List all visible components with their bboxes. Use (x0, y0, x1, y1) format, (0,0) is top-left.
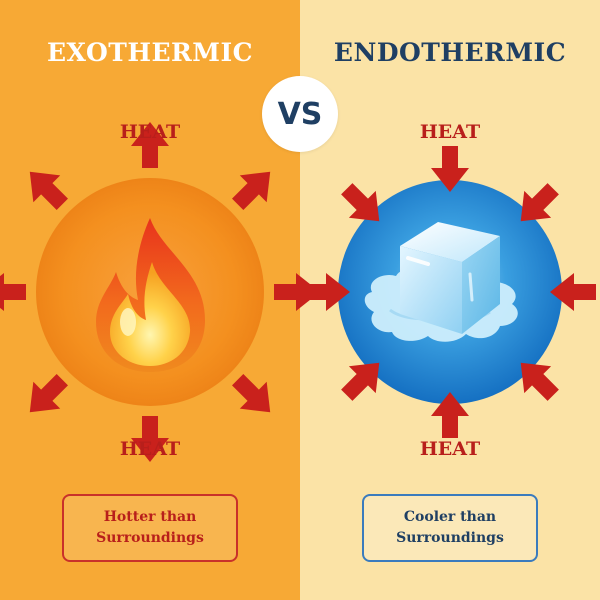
exothermic-note-text: Hotter than Surroundings (96, 509, 204, 546)
vs-badge: VS (262, 76, 338, 152)
exothermic-heat-label-bottom: HEAT (119, 438, 181, 460)
heat-arrow-in (520, 183, 559, 222)
heat-arrow-in (520, 362, 559, 401)
endothermic-title: ENDOTHERMIC (333, 38, 567, 67)
heat-arrow-in (431, 392, 469, 438)
endothermic-note-box: Cooler than Surroundings (362, 494, 538, 562)
heat-arrow-in (341, 362, 380, 401)
heat-arrow-out (232, 171, 271, 210)
heat-arrow-in (341, 183, 380, 222)
exothermic-note-box: Hotter than Surroundings (62, 494, 238, 562)
flame-icon (96, 218, 206, 372)
heat-arrow-out (0, 273, 26, 311)
endothermic-arrows (304, 146, 596, 438)
exothermic-heat-label-top: HEAT (119, 121, 181, 143)
heat-arrow-out (131, 122, 169, 168)
exothermic-arrows (0, 122, 320, 462)
heat-arrow-out (131, 416, 169, 462)
endothermic-heat-label-bottom: HEAT (419, 438, 481, 460)
endothermic-note-text: Cooler than Surroundings (396, 509, 504, 546)
heat-arrow-out (29, 374, 68, 413)
heat-arrow-out (29, 171, 68, 210)
heat-arrow-in (431, 146, 469, 192)
heat-arrow-out (232, 374, 271, 413)
heat-arrow-out (274, 273, 320, 311)
heat-arrow-in (550, 273, 596, 311)
ice-cube-icon (364, 222, 518, 342)
heat-arrow-in (304, 273, 350, 311)
exothermic-title: EXOTHERMIC (46, 38, 254, 67)
endothermic-heat-label-top: HEAT (419, 121, 481, 143)
